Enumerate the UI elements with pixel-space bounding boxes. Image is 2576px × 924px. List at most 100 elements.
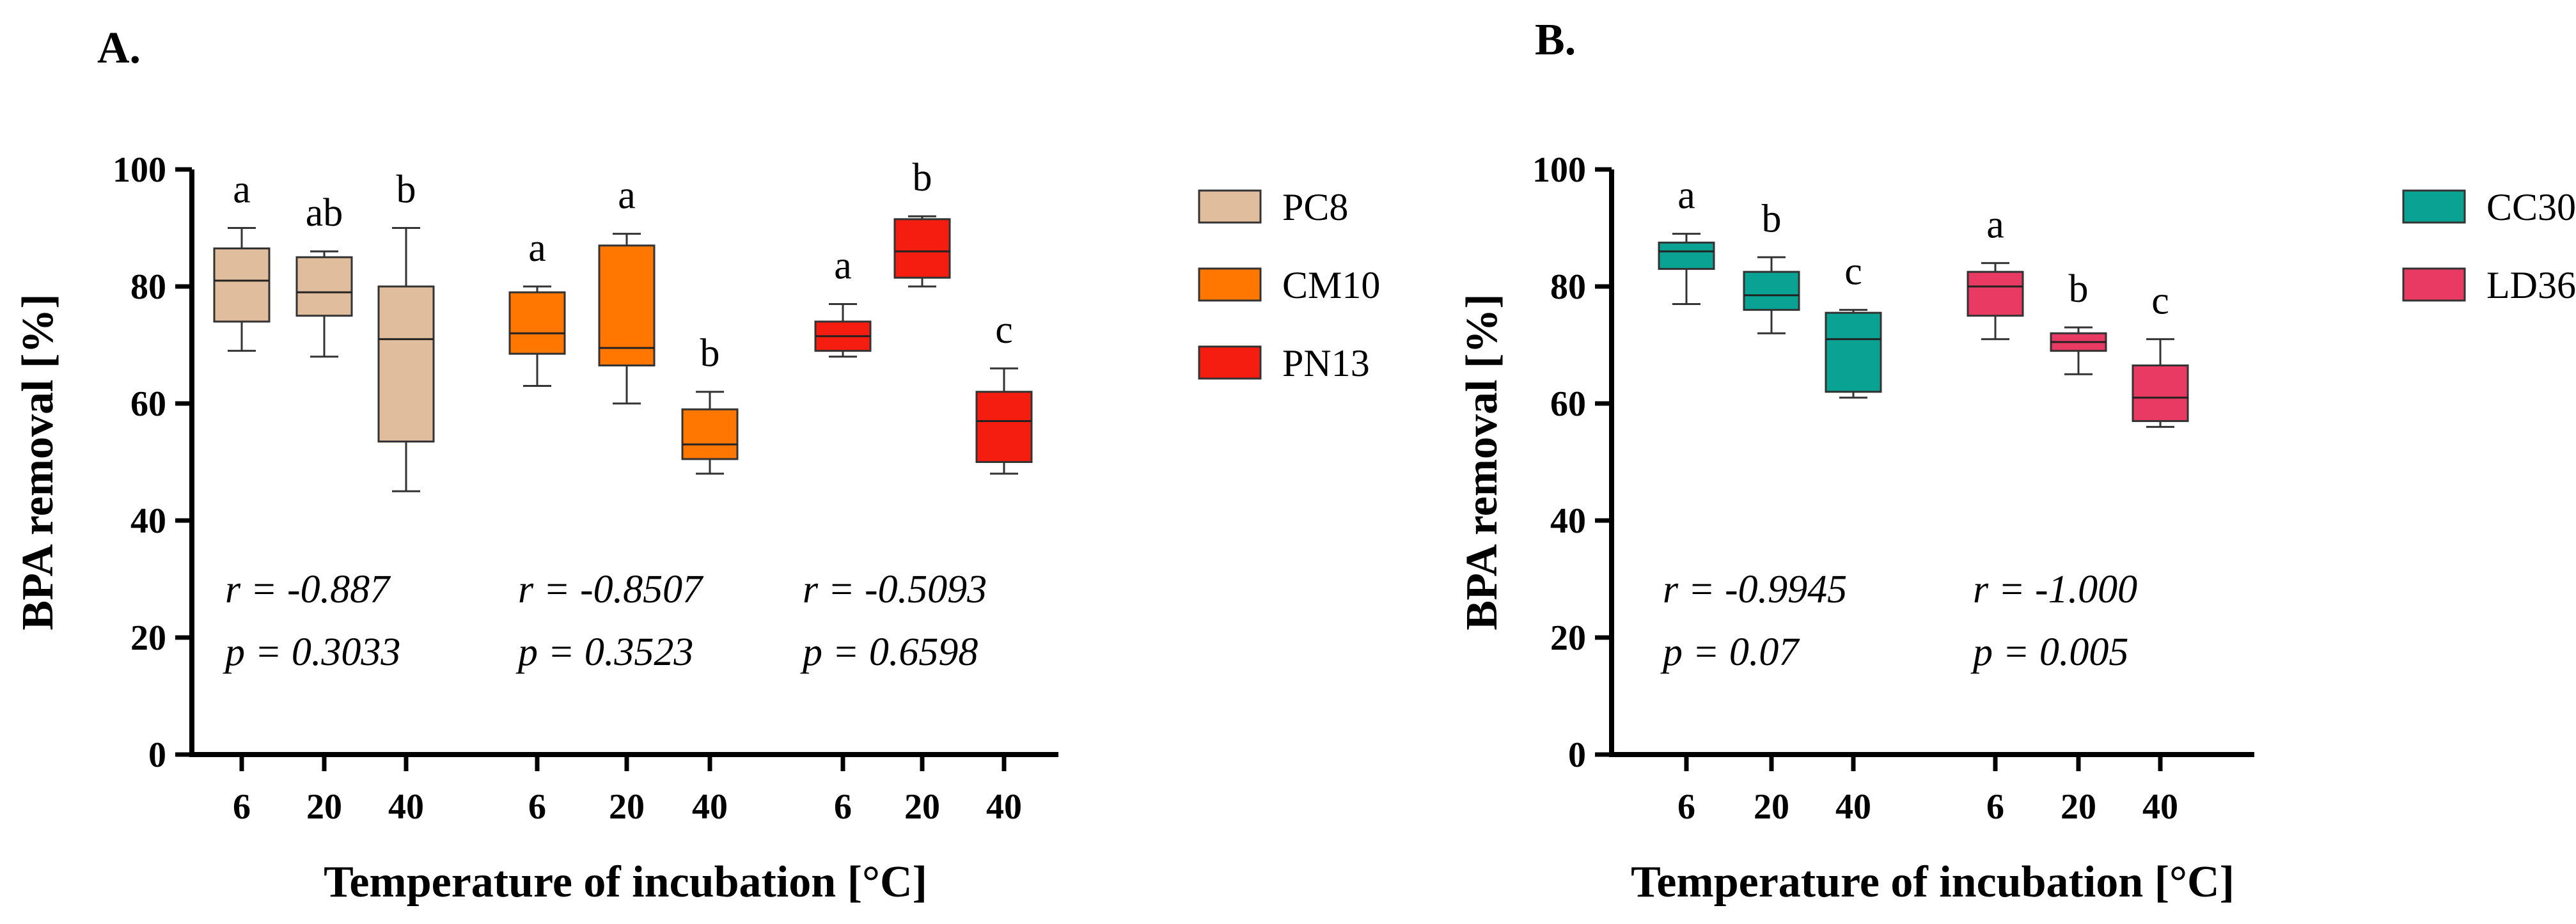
legend-item-cc30: CC30 bbox=[2402, 186, 2576, 228]
box-iqr bbox=[1825, 311, 1882, 393]
box-iqr bbox=[508, 291, 566, 355]
panel-b-chart: B. 0 20 40 60 80 100 BPA removal [%] Temperature… bbox=[1457, 15, 2576, 907]
x-tick-label: 40 bbox=[1835, 787, 1871, 827]
legend-swatch bbox=[1198, 345, 1262, 380]
x-tick-label: 40 bbox=[388, 787, 424, 827]
box-iqr bbox=[975, 391, 1033, 464]
significance-letter: ab bbox=[306, 191, 343, 235]
box-pn13-6: a6 bbox=[814, 244, 872, 827]
y-tick-label: 20 bbox=[1550, 618, 1586, 658]
correlation-p: p = 0.3523 bbox=[515, 630, 693, 674]
box-iqr bbox=[1658, 241, 1715, 270]
significance-letter: b bbox=[913, 156, 932, 200]
significance-letter: a bbox=[1677, 174, 1695, 217]
box-iqr bbox=[2132, 364, 2189, 422]
box-iqr bbox=[893, 218, 951, 279]
x-tick-label: 6 bbox=[233, 787, 251, 827]
correlation-p: p = 0.3033 bbox=[223, 630, 400, 674]
box-cm10-20: a 20 bbox=[598, 174, 656, 827]
correlation-p: p = 0.07 bbox=[1660, 630, 1800, 674]
significance-letter: a bbox=[618, 174, 636, 217]
significance-letter: a bbox=[834, 244, 852, 287]
box-iqr bbox=[598, 244, 656, 367]
legend-label: CM10 bbox=[1282, 264, 1380, 306]
x-tick-label: 6 bbox=[834, 787, 852, 827]
x-axis-title: Temperature of incubation [°C] bbox=[324, 857, 927, 907]
y-tick-label: 80 bbox=[1550, 267, 1586, 307]
panel-a-chart: A. 0 20 40 60 80 100 BPA removal [%] Temperature… bbox=[13, 24, 1380, 907]
correlation-p: p = 0.005 bbox=[1970, 630, 2128, 674]
y-tick-label: 80 bbox=[130, 267, 166, 307]
y-tick-label: 40 bbox=[1550, 501, 1586, 541]
y-axis-title: BPA removal [%] bbox=[1457, 294, 1507, 630]
legend-item-pn13: PN13 bbox=[1198, 342, 1370, 384]
significance-letter: b bbox=[397, 168, 416, 212]
legend-item-cm10: CM10 bbox=[1198, 264, 1380, 306]
correlation-p: p = 0.6598 bbox=[800, 630, 978, 674]
box-iqr bbox=[681, 408, 739, 460]
x-tick-label: 20 bbox=[2061, 787, 2096, 827]
correlation-r: r = -1.000 bbox=[1973, 568, 2137, 611]
correlation-r: r = -0.9945 bbox=[1663, 568, 1847, 611]
box-cm10-40: b 40 bbox=[681, 332, 739, 827]
x-tick-label: 20 bbox=[904, 787, 940, 827]
significance-letter: b bbox=[2069, 267, 2089, 311]
legend-swatch bbox=[2402, 267, 2466, 302]
box-ld36-20: b 20 bbox=[2050, 267, 2107, 827]
legend-swatch bbox=[1198, 189, 1262, 224]
legend-label: CC30 bbox=[2486, 186, 2576, 228]
box-iqr bbox=[295, 256, 353, 317]
x-axis-title: Temperature of incubation [°C] bbox=[1631, 857, 2234, 907]
box-iqr bbox=[1743, 270, 1800, 311]
box-cc30-20: b 20 bbox=[1743, 197, 1800, 827]
legend-item-ld36: LD36 bbox=[2402, 264, 2576, 306]
box-pn13-40: c 40 bbox=[975, 308, 1033, 827]
legend-swatch bbox=[2402, 189, 2466, 224]
legend-label: LD36 bbox=[2486, 264, 2576, 306]
x-tick-label: 6 bbox=[528, 787, 546, 827]
significance-letter: c bbox=[995, 308, 1013, 352]
box-pc8-6: a6 bbox=[213, 168, 271, 827]
panel-label: B. bbox=[1535, 15, 1576, 65]
x-tick-label: 20 bbox=[1754, 787, 1789, 827]
x-tick-label: 20 bbox=[609, 787, 645, 827]
box-cm10-6: a6 bbox=[508, 226, 566, 827]
x-tick-label: 6 bbox=[1986, 787, 2004, 827]
significance-letter: a bbox=[528, 226, 546, 270]
significance-letter: c bbox=[1844, 250, 1862, 294]
box-pn13-20: b 20 bbox=[893, 156, 951, 827]
y-tick-label: 20 bbox=[130, 618, 166, 658]
box-pc8-20: ab 20 bbox=[295, 191, 353, 827]
box-cc30-40: c 40 bbox=[1825, 250, 1882, 827]
box-iqr bbox=[377, 285, 435, 442]
x-tick-label: 6 bbox=[1677, 787, 1695, 827]
box-iqr bbox=[1967, 270, 2024, 317]
legend-label: PN13 bbox=[1282, 342, 1370, 384]
significance-letter: c bbox=[2151, 279, 2169, 322]
correlation-r: r = -0.8507 bbox=[518, 568, 704, 611]
x-tick-label: 40 bbox=[986, 787, 1022, 827]
box-ld36-40: c 40 bbox=[2132, 279, 2189, 827]
y-tick-label: 60 bbox=[130, 384, 166, 424]
correlation-r: r = -0.5093 bbox=[803, 568, 987, 611]
significance-letter: a bbox=[1986, 203, 2004, 246]
correlation-r: r = -0.887 bbox=[225, 568, 391, 611]
box-cc30-6: a6 bbox=[1658, 174, 1715, 827]
panel-label: A. bbox=[97, 24, 141, 73]
significance-letter: a bbox=[233, 168, 251, 212]
significance-letter: b bbox=[1762, 197, 1782, 240]
box-iqr bbox=[213, 247, 271, 323]
legend-label: PC8 bbox=[1282, 186, 1348, 228]
y-tick-label: 40 bbox=[130, 501, 166, 541]
legend-item-pc8: PC8 bbox=[1198, 186, 1348, 228]
y-tick-label: 0 bbox=[1568, 735, 1586, 775]
x-tick-label: 20 bbox=[306, 787, 342, 827]
x-tick-label: 40 bbox=[692, 787, 728, 827]
box-ld36-6: a6 bbox=[1967, 203, 2024, 827]
y-tick-label: 0 bbox=[148, 735, 166, 775]
